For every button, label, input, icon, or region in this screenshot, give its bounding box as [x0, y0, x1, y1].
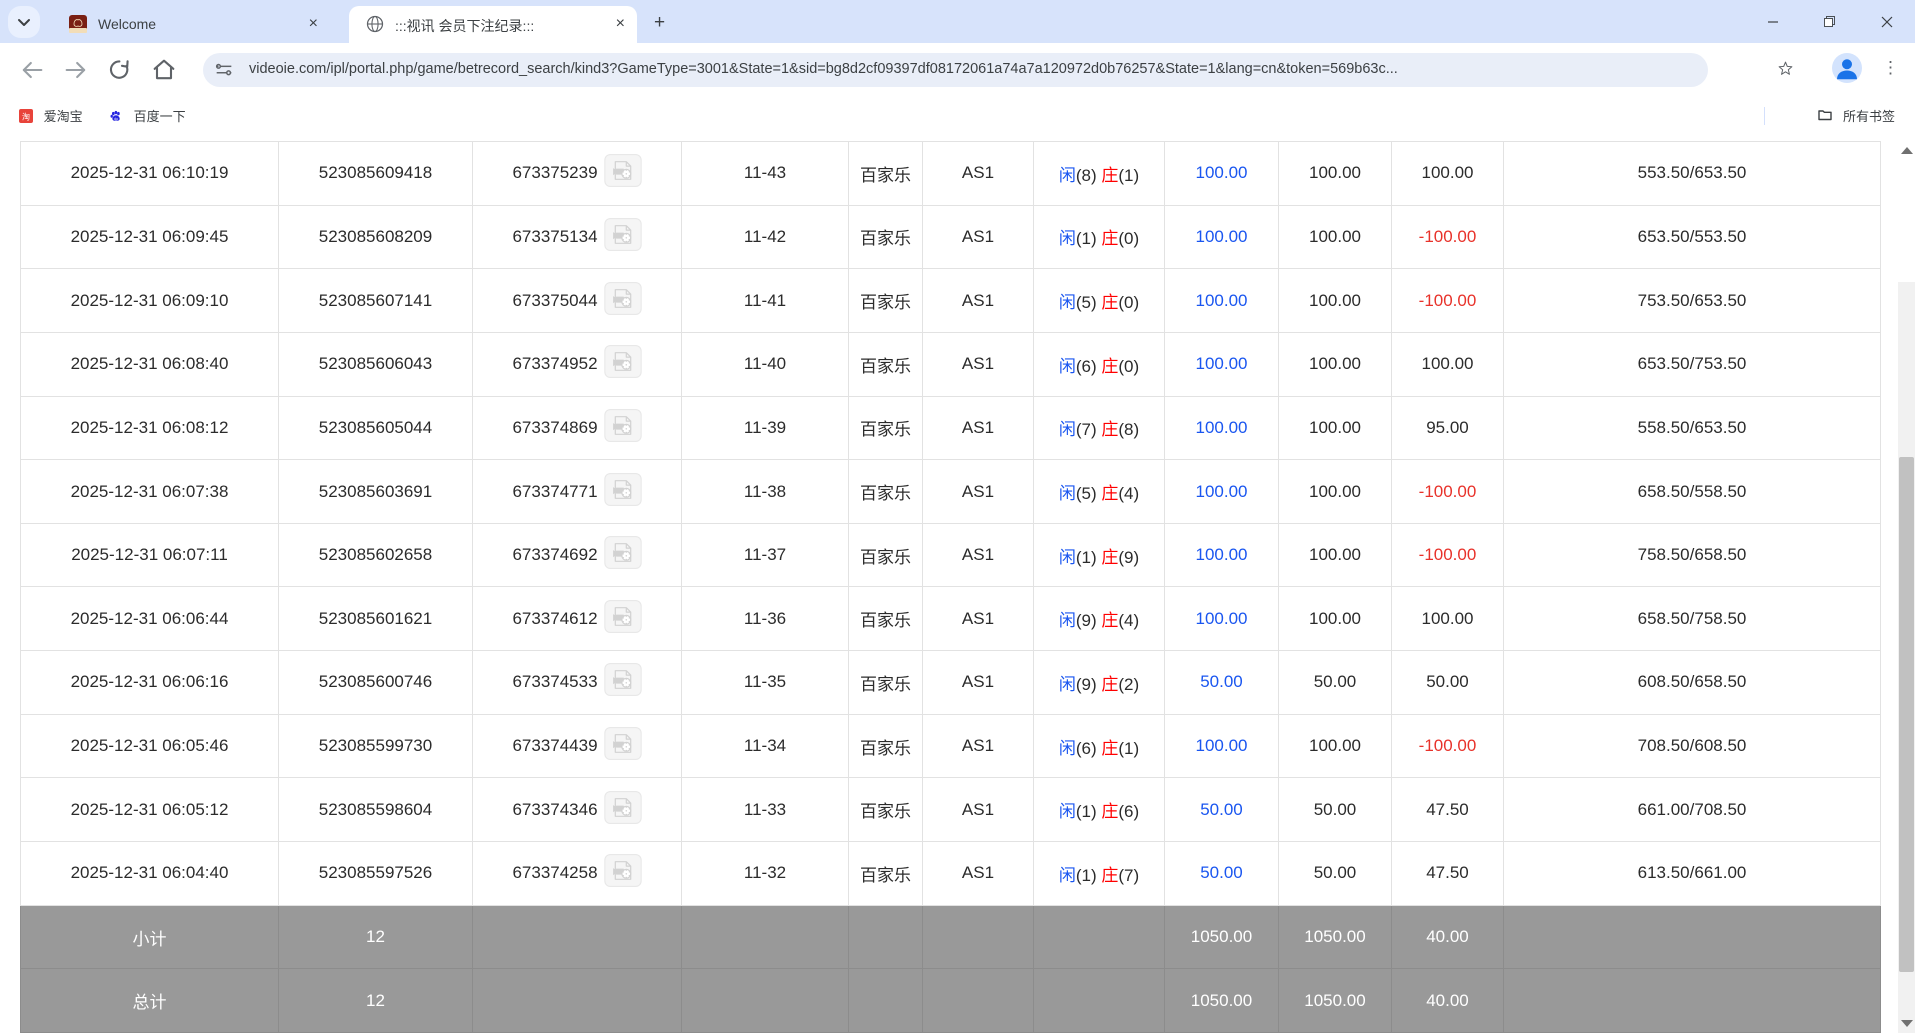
svg-text:du: du — [114, 117, 118, 121]
svg-text:淘: 淘 — [22, 112, 30, 122]
